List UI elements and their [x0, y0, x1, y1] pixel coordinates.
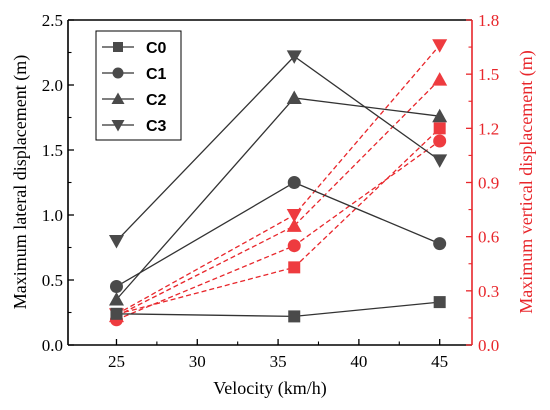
lateral-marker-c0 [288, 310, 301, 323]
legend-label-c1: C1 [146, 66, 167, 83]
vertical-line-c1 [116, 140, 441, 321]
legend-marker-c3 [111, 120, 125, 132]
x-tick-label: 45 [431, 352, 448, 371]
vertical-marker-c1 [287, 239, 301, 253]
lateral-marker-c1 [109, 280, 123, 293]
y-left-tick-label: 0.0 [42, 336, 63, 355]
x-tick-label: 35 [270, 352, 287, 371]
y-left-tick-label: 2.5 [42, 11, 63, 30]
y-right-tick-label: 1.5 [478, 65, 499, 84]
y-right-tick-label: 1.2 [478, 119, 499, 138]
x-axis: 25 30 35 40 45 [108, 339, 448, 371]
vertical-marker-c2 [432, 72, 448, 86]
vertical-marker-c2 [286, 218, 302, 232]
lateral-line-c1 [116, 181, 440, 288]
lateral-marker-c0 [110, 307, 123, 320]
legend-label-c3: C3 [146, 118, 167, 135]
legend-marker-c1 [112, 67, 124, 79]
vertical-line-c0 [116, 127, 441, 315]
vertical-marker-c1 [433, 134, 447, 148]
y-right-tick-label: 0.0 [478, 336, 499, 355]
lateral-marker-c2 [432, 108, 448, 123]
x-tick-label: 40 [350, 352, 367, 371]
y-left-tick-label: 0.5 [42, 271, 63, 290]
y-left-tick-label: 2.0 [42, 76, 63, 95]
y-right-tick-label: 0.3 [478, 282, 499, 301]
y-left-tick-label: 1.5 [42, 141, 63, 160]
lateral-line-c0 [116, 301, 440, 318]
lateral-marker-c0 [433, 296, 446, 309]
legend: C0 C1 C2 C3 [95, 30, 182, 141]
vertical-marker-c0 [433, 122, 446, 135]
y-left-axis: 0.0 0.5 1.0 1.5 2.0 2.5 [42, 11, 74, 355]
y-left-tick-label: 1.0 [42, 206, 63, 225]
y-right-tick-label: 0.6 [478, 228, 499, 247]
vertical-marker-c3 [432, 39, 448, 53]
vertical-marker-c3 [286, 209, 302, 223]
lateral-marker-c1 [287, 176, 301, 189]
lateral-marker-c2 [108, 292, 124, 306]
lateral-series-group [108, 50, 448, 323]
legend-marker-c2 [111, 92, 125, 104]
vertical-marker-c0 [288, 261, 301, 274]
x-axis-title: Velocity (km/h) [213, 378, 326, 399]
y-right-tick-label: 1.8 [478, 11, 499, 30]
lateral-marker-c3 [432, 154, 448, 168]
y-right-tick-label: 0.9 [478, 174, 499, 193]
lateral-marker-c1 [433, 237, 447, 251]
legend-label-c2: C2 [146, 92, 167, 109]
y-right-axis: 0.0 0.3 0.6 0.9 1.2 1.5 1.8 [466, 11, 499, 355]
vertical-line-c2 [116, 79, 441, 317]
lateral-marker-c3 [286, 50, 302, 64]
y-right-axis-title: Maximum vertical displacement (m) [516, 50, 537, 313]
y-left-axis-title: Maximum lateral displacement (m) [10, 55, 31, 309]
x-tick-label: 30 [189, 352, 206, 371]
legend-marker-c0 [113, 42, 123, 52]
lateral-marker-c2 [286, 90, 302, 104]
legend-label-c0: C0 [146, 40, 167, 57]
x-tick-label: 25 [108, 352, 125, 371]
lateral-marker-c3 [108, 235, 124, 249]
legend-box [95, 30, 182, 141]
